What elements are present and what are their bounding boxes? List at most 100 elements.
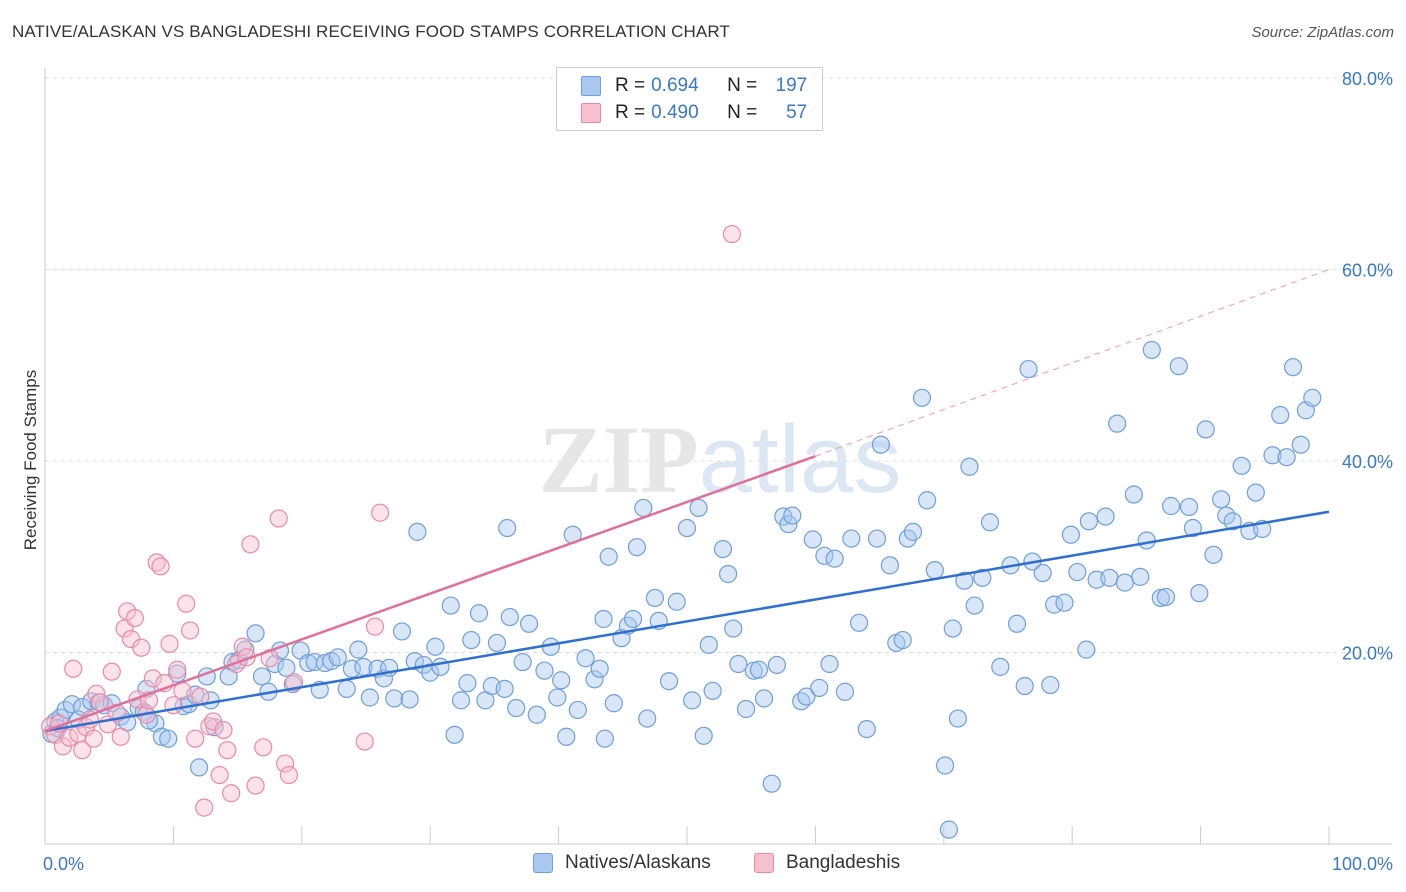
data-point (744, 661, 763, 680)
label-layer: 20.0% 40.0% 60.0% 80.0% 0.0% 100.0% (43, 69, 1393, 874)
data-point (1077, 640, 1096, 659)
legend-r-value: 0.694 (651, 75, 699, 96)
data-point (1124, 485, 1143, 504)
data-point (64, 659, 83, 678)
data-point (241, 535, 260, 554)
data-point (535, 661, 554, 680)
data-point (576, 649, 595, 668)
data-point (803, 530, 822, 549)
data-point (718, 564, 738, 584)
data-point (279, 765, 299, 785)
data-point (955, 571, 974, 590)
data-point (694, 726, 713, 745)
data-point (445, 725, 464, 744)
data-point (965, 596, 984, 615)
data-point (160, 634, 179, 653)
legend-row-natives: R = 0.694 N = 197 (581, 73, 807, 99)
data-point (469, 604, 489, 623)
data-point (168, 664, 187, 683)
trend-line-extension (815, 268, 1330, 457)
data-point (729, 654, 748, 674)
legend-n-label: N = (727, 102, 758, 123)
data-point (84, 729, 103, 748)
data-point (236, 640, 255, 659)
data-point (354, 657, 373, 676)
data-point (1137, 531, 1156, 550)
data-point (960, 457, 979, 476)
data-point (1204, 545, 1223, 564)
data-point (265, 654, 284, 674)
data-point (1068, 562, 1087, 582)
data-point (568, 700, 587, 720)
data-point (392, 622, 412, 641)
trend-line (44, 455, 816, 733)
data-point (1100, 568, 1119, 587)
data-point (385, 689, 404, 708)
data-point (218, 741, 237, 760)
series-legend-natives[interactable]: Natives/Alaskans (533, 852, 711, 874)
data-point (1007, 614, 1027, 633)
data-point (722, 224, 742, 244)
data-point (623, 609, 643, 629)
data-point (371, 503, 390, 522)
data-point (943, 619, 962, 638)
series-swatch-bangladeshis (754, 853, 774, 873)
data-point (1108, 414, 1127, 433)
legend-n-value: 57 (786, 102, 808, 123)
data-point (143, 669, 162, 688)
data-point (132, 638, 151, 657)
series-label-bangladeshis: Bangladeshis (786, 852, 901, 873)
data-point (102, 662, 121, 681)
data-point (360, 688, 379, 707)
series-legend-bangladeshis[interactable]: Bangladeshis (754, 852, 900, 874)
data-point (214, 720, 233, 740)
data-point (1303, 388, 1322, 407)
data-point (151, 557, 170, 576)
data-point (767, 655, 786, 675)
data-point (659, 672, 679, 691)
data-point (519, 614, 539, 633)
data-point (548, 688, 567, 707)
y-tick-label: 60.0% (1342, 261, 1393, 281)
data-point (1015, 676, 1034, 696)
chart-title: NATIVE/ALASKAN VS BANGLADESHI RECEIVING … (12, 22, 730, 41)
data-point (277, 658, 296, 677)
data-point (507, 698, 526, 718)
data-point (284, 673, 304, 692)
data-point (825, 549, 844, 568)
data-point (1096, 507, 1115, 526)
data-point (689, 498, 708, 518)
grid-layer (45, 77, 1392, 653)
legend-row-bangladeshis: R = 0.490 N = 57 (581, 100, 807, 126)
data-point (426, 637, 445, 656)
data-point (585, 670, 604, 689)
legend-n-value: 197 (775, 75, 808, 96)
data-point (1079, 512, 1098, 531)
data-point (627, 538, 647, 557)
data-point (683, 691, 702, 710)
data-point (849, 613, 869, 632)
data-point (177, 594, 196, 613)
data-point (408, 522, 427, 541)
data-point (1156, 587, 1176, 607)
data-point (342, 659, 361, 678)
data-point (431, 657, 450, 676)
data-point (1223, 512, 1242, 531)
data-point (703, 681, 722, 700)
data-point (500, 607, 519, 627)
data-point (736, 699, 756, 719)
data-point (513, 652, 532, 672)
data-point (893, 630, 912, 650)
y-tick-label: 80.0% (1342, 69, 1393, 89)
data-point (815, 546, 834, 565)
data-point (980, 513, 1000, 532)
data-point (638, 709, 657, 728)
data-point (880, 556, 899, 575)
legend-swatch-bangladeshis (581, 103, 601, 123)
trend-line (44, 510, 1330, 733)
series-legend: Natives/Alaskans Bangladeshis (0, 852, 1406, 878)
correlation-legend: R = 0.694 N = 197 R = 0.490 N = 57 (556, 67, 823, 131)
data-point (903, 522, 923, 541)
data-point (458, 674, 477, 693)
data-point (1115, 573, 1134, 592)
